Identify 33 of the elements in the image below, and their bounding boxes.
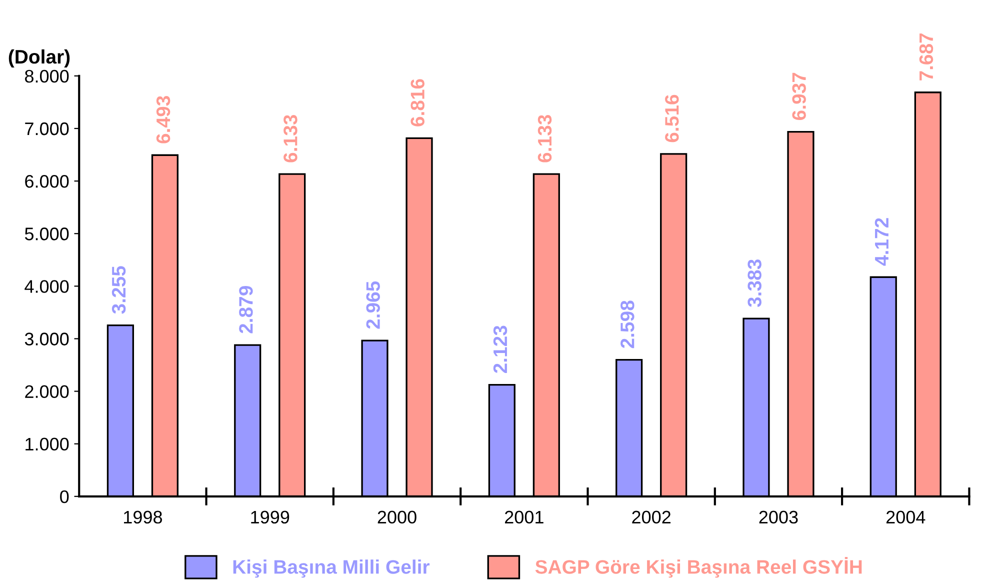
x-tick-label: 1998: [124, 510, 162, 524]
y-tick-label: 6.000: [25, 174, 69, 188]
x-tick-label: 2001: [504, 510, 544, 524]
y-tick-label: 8.000: [25, 70, 69, 83]
x-tick-label: 2002: [632, 510, 671, 524]
data-label: 6.516: [665, 94, 679, 142]
y-tick-label: 2.000: [25, 385, 69, 398]
data-label: 6.937: [792, 72, 806, 120]
y-tick-label: 1.000: [26, 438, 69, 451]
x-tick-label: 2004: [886, 510, 926, 524]
data-label: 6.133: [538, 114, 552, 162]
data-label: 2.598: [620, 300, 634, 348]
legend-label: SAGP Göre Kişi Başına Reel GSYİH: [535, 557, 862, 578]
data-label: 6.816: [410, 79, 424, 126]
data-label: 6.133: [284, 114, 298, 162]
x-tick-label: 2003: [759, 510, 798, 524]
y-tick-label: 4.000: [24, 280, 69, 293]
data-label: 3.383: [748, 260, 762, 308]
data-label: 2.879: [239, 286, 253, 334]
y-tick-label: 3.000: [24, 332, 69, 346]
data-label: 3.255: [112, 266, 126, 314]
x-tick-label: 2000: [378, 510, 416, 524]
y-tick-label: 5.000: [24, 228, 69, 240]
data-label: 7.687: [919, 33, 934, 80]
legend-label: Kişi Başına Milli Gelir: [233, 560, 430, 578]
y-tick-label: 7.000: [25, 122, 69, 136]
data-label: 2.965: [366, 281, 380, 329]
x-tick-label: 1999: [251, 510, 290, 524]
data-label: 6.493: [156, 96, 170, 144]
y-axis-title: (Dolar): [8, 49, 70, 68]
y-tick-label: 0: [60, 490, 69, 504]
data-label: 2.123: [493, 326, 508, 374]
data-label: 4.172: [874, 218, 888, 266]
